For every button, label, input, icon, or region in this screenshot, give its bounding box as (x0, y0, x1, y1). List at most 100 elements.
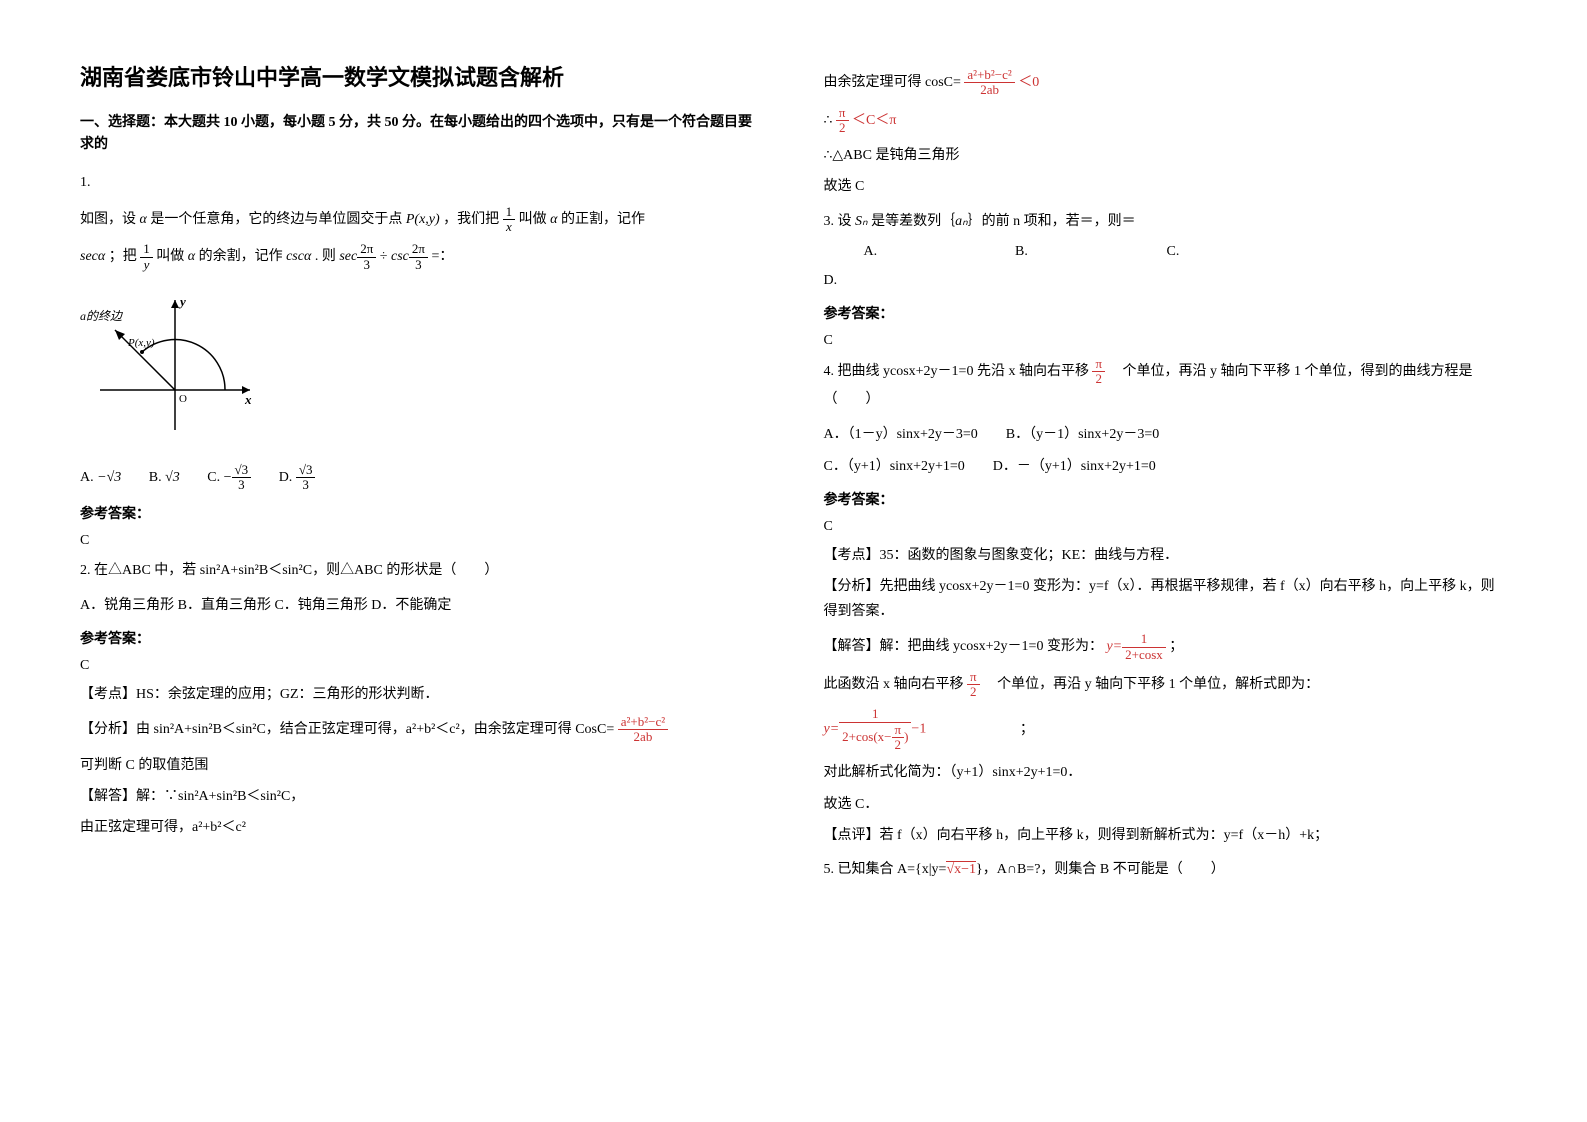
csca: cscα (286, 249, 311, 264)
num: π (1092, 357, 1105, 372)
q3-opt-d: D. (824, 268, 1508, 293)
neg: − (224, 470, 232, 485)
text: 【解答】解：把曲线 ycosx+2y－1=0 变形为： (824, 639, 1103, 654)
text: 3. 设 (824, 214, 856, 229)
text: 此函数沿 x 轴向右平移 (824, 677, 964, 692)
den: 2ab (618, 730, 668, 744)
num: √3 (232, 463, 252, 478)
q2-jd2: 由正弦定理可得，a²+b²＜c² (80, 815, 764, 840)
q1-number: 1. (80, 169, 764, 197)
q4-jd3: y=12+cos(x−π2)−1 ； (824, 707, 1508, 752)
val: −√3 (97, 470, 121, 485)
q4-jd1: 【解答】解：把曲线 ycosx+2y－1=0 变形为： y=12+cosx ； (824, 632, 1508, 662)
opt-b: B．（y－1）sinx+2y－3=0 (1006, 427, 1159, 442)
q2-fx: 【分析】由 sin²A+sin²B＜sin²C，结合正弦定理可得，a²+b²＜c… (80, 715, 764, 745)
val: √3 (165, 470, 180, 485)
opt-b: B. (149, 470, 162, 485)
q3-text: 3. 设 Sₙ 是等差数列｛aₙ｝的前 n 项和，若＝，则＝ (824, 208, 1508, 236)
pxy: P(x,y) (406, 212, 440, 227)
text: ＜0 (1018, 75, 1039, 90)
a-label: a的终边 (80, 309, 124, 323)
x-label: x (244, 392, 252, 407)
sec: sec (339, 249, 357, 264)
text: 的正割，记作 (561, 212, 645, 227)
q4-fx: 【分析】先把曲线 ycosx+2y－1=0 变形为：y=f（x）．再根据平移规律… (824, 574, 1508, 624)
den-post: ) (904, 729, 908, 744)
minus1: −1 (911, 722, 926, 737)
num: 2π (357, 242, 376, 257)
num: π (967, 670, 980, 685)
q4-kd: 【考点】35：函数的图象与图象变化；KE：曲线与方程． (824, 543, 1508, 568)
q4-opt-cd: C．（y+1）sinx+2y+1=0 D．－（y+1）sinx+2y+1=0 (824, 454, 1508, 479)
left-column: 湖南省娄底市铃山中学高一数学文模拟试题含解析 一、选择题：本大题共 10 小题，… (80, 60, 764, 1062)
text: 是一个任意角，它的终边与单位圆交于点 (150, 212, 402, 227)
den: 2 (836, 121, 849, 135)
q1-ans-label: 参考答案： (80, 503, 764, 523)
y-eq: y= (824, 722, 840, 737)
num: 1 (140, 242, 153, 257)
text: 【分析】由 sin²A+sin²B＜sin²C，结合正弦定理可得，a²+b²＜c… (80, 722, 614, 737)
section-header: 一、选择题：本大题共 10 小题，每小题 5 分，共 50 分。在每小题给出的四… (80, 112, 764, 157)
text: ∴ (824, 113, 833, 128)
q4-ans: C (824, 519, 1508, 535)
opt-c: C. (207, 470, 220, 485)
q2-kd: 【考点】HS：余弦定理的应用；GZ：三角形的形状判断． (80, 682, 764, 707)
alpha: α (550, 212, 557, 227)
q1-text-line1: 如图，设 α 是一个任意角，它的终边与单位圆交于点 P(x,y) ，我们把 1x… (80, 205, 764, 235)
csc: csc (391, 249, 409, 264)
right-column: 由余弦定理可得 cosC= a²+b²−c²2ab ＜0 ∴ π2 ＜C＜π ∴… (824, 60, 1508, 1062)
num: π (836, 106, 849, 121)
num: 1 (839, 707, 911, 722)
text: =： (431, 249, 453, 264)
r2: ∴ π2 ＜C＜π (824, 106, 1508, 136)
an: aₙ (955, 214, 968, 229)
den: 2 (892, 738, 905, 752)
sqrt: √x−1 (946, 861, 976, 877)
opt-d: D．－（y+1）sinx+2y+1=0 (993, 459, 1156, 474)
text: 个单位，再沿 y 轴向下平移 1 个单位，解析式即为： (983, 677, 1319, 692)
opt-a: A. (864, 244, 1012, 260)
r1: 由余弦定理可得 cosC= a²+b²−c²2ab ＜0 (824, 68, 1508, 98)
unit-circle-diagram: a的终边 P(x,y) y x O (80, 290, 764, 445)
q2-text: 2. 在△ABC 中，若 sin²A+sin²B＜sin²C，则△ABC 的形状… (80, 557, 764, 585)
page-title: 湖南省娄底市铃山中学高一数学文模拟试题含解析 (80, 60, 764, 92)
y-eq: y= (1106, 639, 1122, 654)
den-pre: 2+cos(x− (842, 729, 891, 744)
text: 叫做 (156, 249, 184, 264)
q4-jd2: 此函数沿 x 轴向右平移 π2 个单位，再沿 y 轴向下平移 1 个单位，解析式… (824, 670, 1508, 700)
text: ； (1020, 722, 1034, 737)
num: 2π (409, 242, 428, 257)
den: 2 (1092, 372, 1105, 386)
text: 的余割，记作 (199, 249, 283, 264)
num: a²+b²−c² (618, 715, 668, 730)
q4-opt-ab: A．（1－y）sinx+2y－3=0 B．（y－1）sinx+2y－3=0 (824, 422, 1508, 447)
num: √3 (296, 463, 316, 478)
q4-jd4: 对此解析式化简为：（y+1）sinx+2y+1=0． (824, 760, 1508, 785)
opt-a: A. (80, 470, 94, 485)
text: 叫做 (519, 212, 547, 227)
sn: Sₙ (855, 214, 868, 229)
text: . 则 (315, 249, 336, 264)
opt-a: A．（1－y）sinx+2y－3=0 (824, 427, 978, 442)
den: 3 (296, 478, 316, 492)
text: ＜C＜π (852, 113, 896, 128)
seca: secα (80, 249, 105, 264)
q5-text: 5. 已知集合 A={x|y=√x−1}，A∩B=?，则集合 B 不可能是（ ） (824, 856, 1508, 884)
pxy-label: P(x,y) (127, 337, 155, 349)
q3-options: A. B. C. (824, 244, 1508, 260)
den: 3 (357, 258, 376, 272)
opt-d: D. (279, 470, 293, 485)
opt-c: C．（y+1）sinx+2y+1=0 (824, 459, 965, 474)
text: ； (1169, 639, 1183, 654)
opt-b: B. (1015, 244, 1163, 260)
den: 3 (409, 258, 428, 272)
num: a²+b²−c² (964, 68, 1014, 83)
alpha: α (140, 212, 147, 227)
den: 2ab (964, 83, 1014, 97)
text: ；把 (109, 249, 137, 264)
text: 由余弦定理可得 cosC= (824, 75, 961, 90)
alpha: α (188, 249, 195, 264)
text: 4. 把曲线 ycosx+2y－1=0 先沿 x 轴向右平移 (824, 364, 1089, 379)
q2-ans: C (80, 658, 764, 674)
text: 是等差数列｛ (868, 214, 956, 229)
